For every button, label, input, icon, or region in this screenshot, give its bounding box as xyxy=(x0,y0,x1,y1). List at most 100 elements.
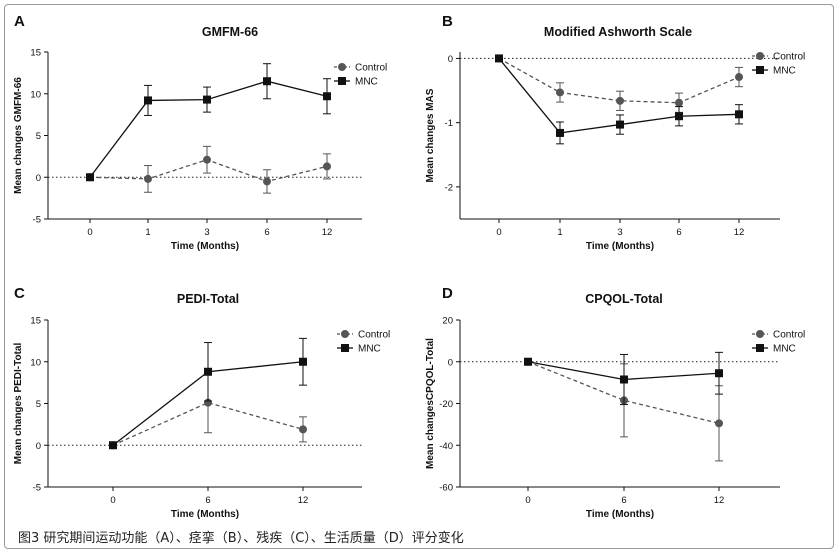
panel-title: Modified Ashworth Scale xyxy=(544,25,692,39)
panel-letter: D xyxy=(442,285,453,302)
y-tick-label: -2 xyxy=(445,182,453,193)
x-tick-label: 0 xyxy=(87,227,92,238)
panel-d: D CPQOL-Total -60 -40 -20 0 20 0 6 12 Time (Months… xyxy=(425,285,805,520)
y-tick-label: 0 xyxy=(36,173,41,184)
y-tick-label: 5 xyxy=(36,399,41,410)
data-point xyxy=(203,95,211,104)
data-point xyxy=(620,375,628,384)
panel-b: B Modified Ashworth Scale -2 -1 0 0 1 3 6 12 Time … xyxy=(425,13,805,252)
y-axis-title: Mean changes GMFM-66 xyxy=(13,77,24,194)
data-point xyxy=(144,174,152,183)
x-axis-title: Time (Months) xyxy=(171,241,239,252)
data-point xyxy=(86,173,94,182)
y-tick-label: -40 xyxy=(439,441,453,452)
panel-a: A GMFM-66 -5 0 5 10 15 0 1 3 6 12 Time (Months) Mean … xyxy=(13,13,387,252)
legend-marker xyxy=(341,344,349,352)
x-tick-label: 12 xyxy=(714,495,725,506)
x-tick-label: 1 xyxy=(557,227,562,238)
panel-letter: C xyxy=(14,285,25,302)
y-tick-label: -20 xyxy=(439,399,453,410)
x-tick-label: 0 xyxy=(496,227,501,238)
data-point xyxy=(556,88,564,97)
x-axis-title: Time (Months) xyxy=(586,241,654,252)
y-tick-label: 20 xyxy=(442,316,453,327)
y-tick-label: -60 xyxy=(439,483,453,494)
panel-letter: B xyxy=(442,13,453,30)
data-point xyxy=(524,357,532,366)
series-line xyxy=(527,361,720,424)
x-tick-label: 6 xyxy=(676,227,681,238)
series-control xyxy=(495,54,743,113)
data-point xyxy=(735,110,743,119)
y-tick-label: -5 xyxy=(33,483,41,494)
x-tick-label: 6 xyxy=(621,495,626,506)
x-tick-label: 12 xyxy=(734,227,745,238)
y-tick-label: 0 xyxy=(448,54,453,65)
y-tick-label: 0 xyxy=(36,441,41,452)
legend-label: Control xyxy=(358,330,390,341)
panel-letter: A xyxy=(14,13,25,30)
legend-label: Control xyxy=(773,52,805,63)
x-axis-title: Time (Months) xyxy=(171,509,239,520)
legend-marker xyxy=(756,66,764,74)
series-mnc xyxy=(495,54,743,145)
legend: Control MNC xyxy=(752,52,805,77)
data-point xyxy=(263,177,271,186)
legend: Control MNC xyxy=(752,330,805,355)
y-tick-label: 0 xyxy=(448,357,453,368)
legend-label: Control xyxy=(773,330,805,341)
y-axis-title: Mean changes PEDI-Total xyxy=(13,343,24,465)
figure-frame xyxy=(4,4,834,549)
data-point xyxy=(263,77,271,86)
legend-marker xyxy=(756,344,764,352)
y-tick-label: 5 xyxy=(36,131,41,142)
legend-label: MNC xyxy=(358,344,381,355)
legend-marker xyxy=(756,330,764,338)
x-axis-title: Time (Months) xyxy=(586,509,654,520)
data-point xyxy=(109,441,117,450)
y-tick-label: 10 xyxy=(30,89,41,100)
series-mnc xyxy=(109,337,307,450)
data-point xyxy=(203,155,211,164)
data-point xyxy=(675,98,683,107)
panel-c: C PEDI-Total -5 0 5 10 15 0 6 12 Time (Months) Mean… xyxy=(13,285,390,520)
legend-marker xyxy=(756,52,764,60)
y-axis-title: Mean changesCPQOL-Total xyxy=(425,338,436,469)
y-tick-label: 10 xyxy=(30,357,41,368)
series-mnc xyxy=(86,63,331,182)
data-point xyxy=(556,128,564,137)
legend-label: MNC xyxy=(773,344,796,355)
data-point xyxy=(675,112,683,121)
x-tick-label: 0 xyxy=(525,495,530,506)
data-point xyxy=(715,369,723,378)
legend-label: MNC xyxy=(773,66,796,77)
series-control xyxy=(86,145,331,194)
x-tick-label: 1 xyxy=(145,227,150,238)
series-line xyxy=(498,57,740,104)
y-axis-title: Mean changes MAS xyxy=(425,88,436,182)
legend: Control MNC xyxy=(337,330,390,355)
x-tick-label: 12 xyxy=(298,495,309,506)
legend-label: MNC xyxy=(355,77,378,88)
x-tick-label: 6 xyxy=(264,227,269,238)
data-point xyxy=(144,96,152,105)
figure-caption: 图3 研究期间运动功能（A）、痉挛（B）、残疾（C）、生活质量（D）评分变化 xyxy=(18,531,464,546)
data-point xyxy=(299,357,307,366)
legend-marker xyxy=(338,63,346,71)
panel-title: PEDI-Total xyxy=(177,292,239,306)
series-mnc xyxy=(524,351,723,406)
legend-label: Control xyxy=(355,63,387,74)
legend: Control MNC xyxy=(334,63,387,88)
data-point xyxy=(323,162,331,171)
data-point xyxy=(616,120,624,129)
y-tick-label: -1 xyxy=(445,118,453,129)
series-line xyxy=(112,401,304,446)
data-point xyxy=(299,425,307,434)
legend-marker xyxy=(341,330,349,338)
legend-marker xyxy=(338,77,346,85)
data-point xyxy=(715,419,723,428)
y-tick-label: -5 xyxy=(33,215,41,226)
data-point xyxy=(495,54,503,63)
x-tick-label: 3 xyxy=(617,227,622,238)
